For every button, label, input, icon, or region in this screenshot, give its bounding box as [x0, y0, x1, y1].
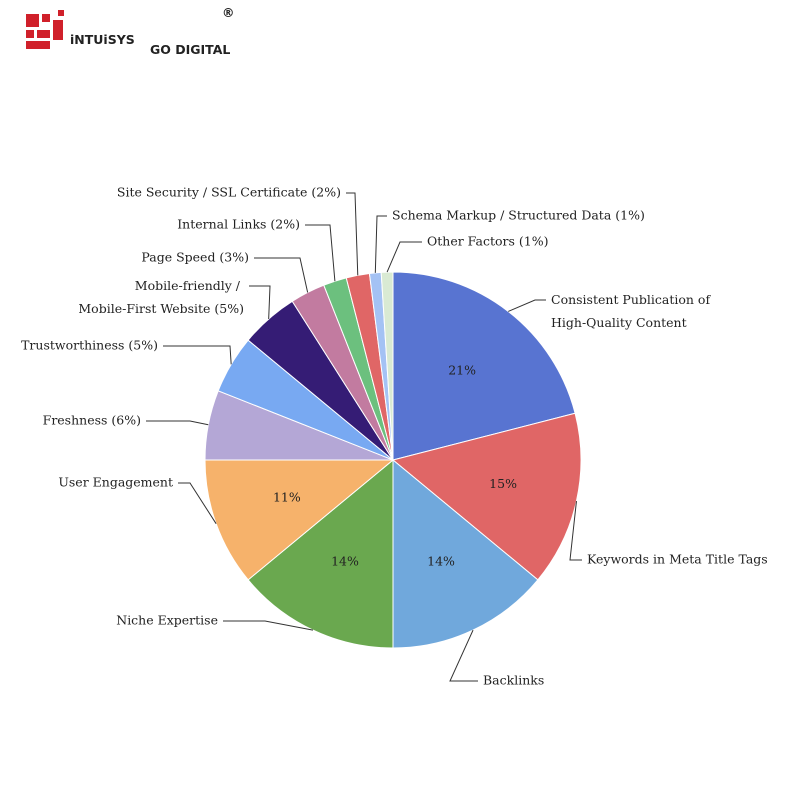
logo-name: iNTUiSYS: [70, 32, 135, 47]
leader-line: [178, 482, 217, 524]
leader-line: [254, 257, 309, 293]
pie-slice: [391, 412, 582, 581]
category-label: Schema Markup / Structured Data (1%): [392, 208, 645, 223]
value-label: 14%: [331, 554, 359, 569]
logo: iNTUiSYS ® GO DIGITAL: [26, 5, 235, 57]
leader-line: [305, 224, 336, 282]
leader-line: [449, 629, 478, 682]
value-label: 15%: [489, 476, 517, 491]
category-label: Site Security / SSL Certificate (2%): [117, 185, 341, 200]
category-label: Niche Expertise: [116, 613, 218, 628]
pie-slice: [392, 458, 539, 649]
category-label: Trustworthiness (5%): [21, 338, 158, 353]
category-label: Mobile-friendly / Mobile-First Website (…: [78, 278, 244, 316]
value-label: 21%: [448, 362, 476, 377]
category-label: Internal Links (2%): [177, 217, 300, 232]
pie-chart: 21% Consistent Publication of High-Qualit…: [21, 185, 768, 688]
logo-tagline: GO DIGITAL: [150, 42, 230, 57]
leader-line: [508, 299, 546, 312]
leader-line: [146, 420, 209, 426]
value-label: 14%: [427, 554, 455, 569]
leader-line: [346, 192, 359, 276]
category-label: User Engagement: [58, 475, 173, 490]
value-label: 11%: [273, 490, 301, 505]
leader-line: [223, 620, 314, 631]
category-label: Other Factors (1%): [427, 234, 548, 249]
category-label: Freshness (6%): [43, 413, 141, 428]
leader-line: [163, 345, 232, 365]
category-label: Keywords in Meta Title Tags: [587, 552, 768, 567]
leader-line: [569, 500, 582, 561]
pie-slice: [247, 458, 394, 649]
category-label: Page Speed (3%): [141, 250, 249, 265]
leader-line: [249, 285, 271, 319]
pie-slice: [204, 459, 395, 581]
logo-mark: ®: [222, 5, 235, 20]
category-label: Backlinks: [483, 673, 544, 688]
leader-line: [374, 215, 387, 273]
pie-slice: [380, 271, 394, 461]
category-label: Consistent Publication of High-Quality C…: [551, 292, 714, 330]
leader-line: [386, 241, 422, 273]
